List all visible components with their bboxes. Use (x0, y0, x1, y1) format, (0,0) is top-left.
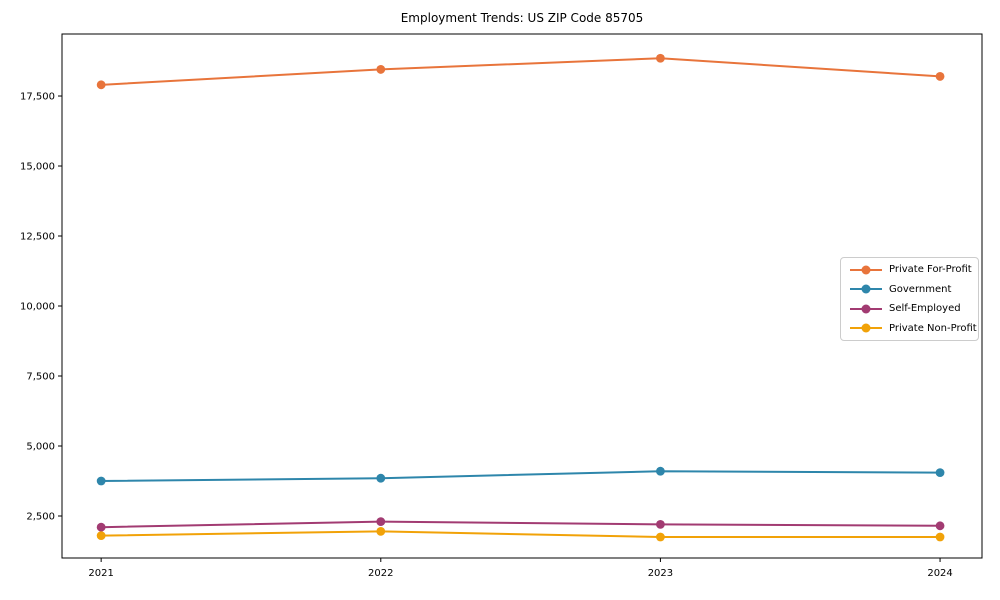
legend-entry-private-for-profit: Private For-Profit (841, 260, 978, 280)
series-line-private-for-profit (101, 57, 941, 86)
x-tick-label: 2023 (648, 568, 673, 579)
x-tick-label: 2021 (88, 568, 113, 579)
y-tick-label: 7,500 (26, 372, 55, 383)
legend-entry-self-employed: Self-Employed (841, 299, 978, 319)
y-tick-label: 12,500 (20, 232, 55, 243)
series-line-self-employed (101, 520, 941, 529)
legend-entry-private-non-profit: Private Non-Profit (841, 319, 978, 339)
data-point-private-for-profit (935, 72, 945, 81)
data-point-private-for-profit (376, 65, 386, 74)
legend-marker-icon (850, 323, 882, 333)
data-point-private-non-profit (96, 531, 106, 541)
legend-label: Private For-Profit (889, 264, 972, 276)
data-point-government (656, 466, 665, 476)
x-tick-label: 2022 (368, 568, 393, 579)
legend-marker-icon (850, 304, 882, 314)
data-point-self-employed (656, 520, 665, 529)
data-point-private-non-profit (935, 532, 945, 542)
y-tick-label: 17,500 (20, 92, 55, 103)
y-tick-label: 2,500 (26, 512, 55, 523)
data-point-self-employed (96, 522, 106, 532)
data-point-government (96, 476, 106, 486)
x-tick-label: 2024 (927, 568, 952, 579)
series-line-government (101, 470, 941, 483)
data-point-private-for-profit (656, 53, 665, 63)
data-point-self-employed (376, 517, 386, 527)
legend-entry-government: Government (841, 280, 978, 300)
legend: Private For-Profit Government Self-Employe… (840, 257, 979, 341)
y-tick-label: 5,000 (26, 442, 55, 453)
chart-title: Employment Trends: US ZIP Code 85705 (400, 11, 644, 25)
data-point-private-for-profit (96, 80, 106, 90)
legend-marker-icon (850, 265, 882, 275)
y-tick-label: 10,000 (20, 302, 55, 313)
data-point-private-non-profit (656, 532, 665, 542)
y-tick-label: 15,000 (20, 162, 55, 173)
series-line-private-non-profit (101, 530, 941, 539)
legend-marker-icon (850, 284, 882, 294)
legend-label: Private Non-Profit (889, 322, 977, 334)
data-point-self-employed (935, 521, 945, 531)
legend-label: Self-Employed (889, 303, 961, 315)
data-point-government (376, 473, 386, 483)
data-point-private-non-profit (376, 527, 386, 536)
plot-frame (61, 33, 983, 559)
legend-label: Government (889, 283, 952, 295)
data-point-government (935, 468, 945, 478)
